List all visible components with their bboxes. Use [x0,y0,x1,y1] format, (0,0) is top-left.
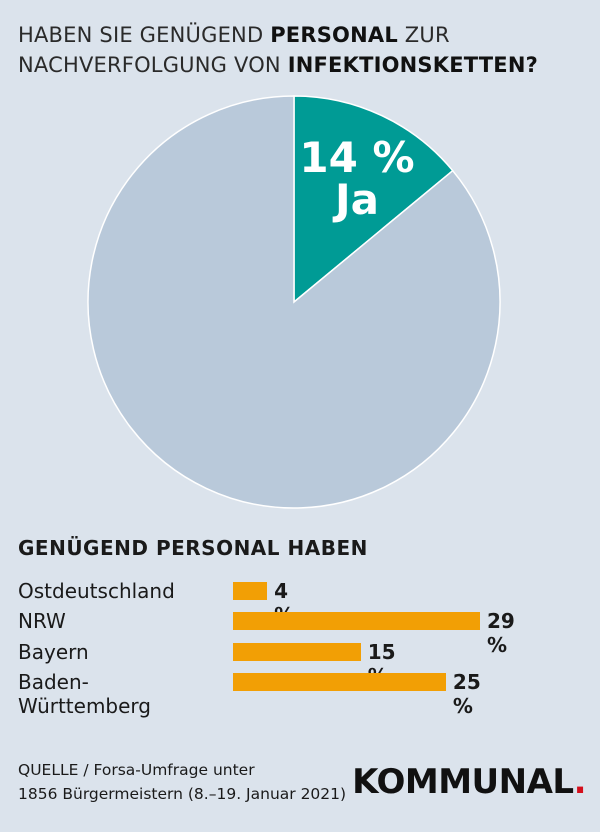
kommunal-logo: KOMMUNAL. [352,762,586,802]
bar [233,673,446,691]
pie-slice-ja [293,95,454,304]
pie-chart: 14 %Ja [87,95,501,509]
bar-chart-title: GENÜGEND PERSONAL HABEN [18,536,368,560]
source-line-2: 1856 Bürgermeistern (8.–19. Januar 2021) [18,785,347,803]
title-part2: ZUR NACHVERFOLGUNG VON [18,23,450,77]
bar-category-label: Bayern [18,640,89,664]
bar [233,643,361,661]
bar-value-label: 25 % [452,670,481,718]
logo-text: KOMMUNAL [352,762,574,802]
bar [233,612,480,630]
logo-dot: . [573,762,587,802]
chart-title: HABEN SIE GENÜGEND PERSONAL ZUR NACHVERF… [18,20,588,80]
bar-category-label: Baden-Württemberg [18,670,151,718]
bar-value-label: 29 % [487,609,515,657]
bar [233,582,268,600]
bar-category-label: Ostdeutschland [18,579,175,603]
pie-data-label-value: 14 % [299,133,414,182]
pie-slice-rest [87,95,501,509]
title-bold2: INFEKTIONSKETTEN? [287,53,539,77]
title-bold1: PERSONAL [270,23,398,47]
title-part1: HABEN SIE GENÜGEND [18,23,271,47]
bar-category-label: NRW [18,609,66,633]
source-line-1: QUELLE / Forsa-Umfrage unter [18,761,255,779]
pie-data-label-name: Ja [332,175,379,224]
source-note: QUELLE / Forsa-Umfrage unter 1856 Bürger… [18,758,346,806]
